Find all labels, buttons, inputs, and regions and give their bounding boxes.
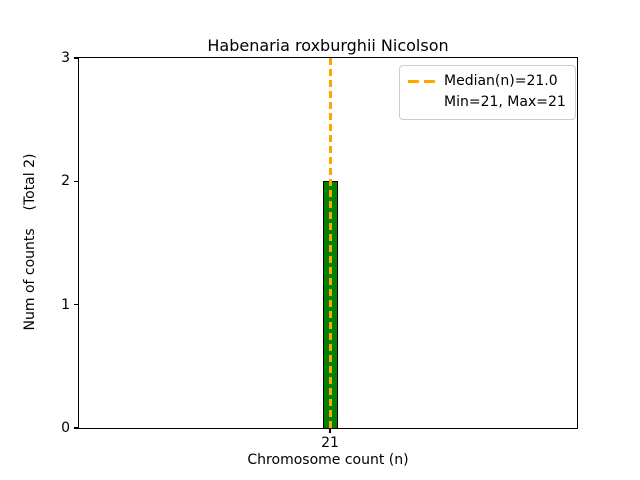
y-tick-mark <box>74 303 78 306</box>
plot-area: Median(n)=21.0 Min=21, Max=21 <box>78 57 578 429</box>
y-tick-2: 2 <box>0 173 78 189</box>
legend-swatch-spacer <box>408 101 435 104</box>
legend-entry-median: Median(n)=21.0 <box>444 73 558 89</box>
y-tick-label: 3 <box>61 50 70 66</box>
y-tick-0: 0 <box>0 420 78 436</box>
legend: Median(n)=21.0 Min=21, Max=21 <box>399 65 576 120</box>
y-tick-mark <box>74 427 78 429</box>
x-tick-label: 21 <box>321 435 339 451</box>
legend-entry-minmax: Min=21, Max=21 <box>444 94 566 110</box>
median-line <box>329 58 332 428</box>
legend-row-median: Median(n)=21.0 <box>408 71 566 92</box>
median-dash-icon <box>408 80 435 83</box>
y-tick-3: 3 <box>0 50 78 66</box>
legend-row-minmax: Min=21, Max=21 <box>408 92 566 113</box>
chart-title: Habenaria roxburghii Nicolson <box>207 36 449 55</box>
y-tick-label: 2 <box>61 173 70 190</box>
x-axis-label: Chromosome count (n) <box>247 452 409 468</box>
y-tick-label: 0 <box>61 420 70 436</box>
y-tick-label: 1 <box>61 296 70 313</box>
y-tick-mark <box>74 180 78 183</box>
y-tick-mark <box>74 57 78 59</box>
x-tick-mark <box>329 429 331 433</box>
y-tick-1: 1 <box>0 297 78 313</box>
